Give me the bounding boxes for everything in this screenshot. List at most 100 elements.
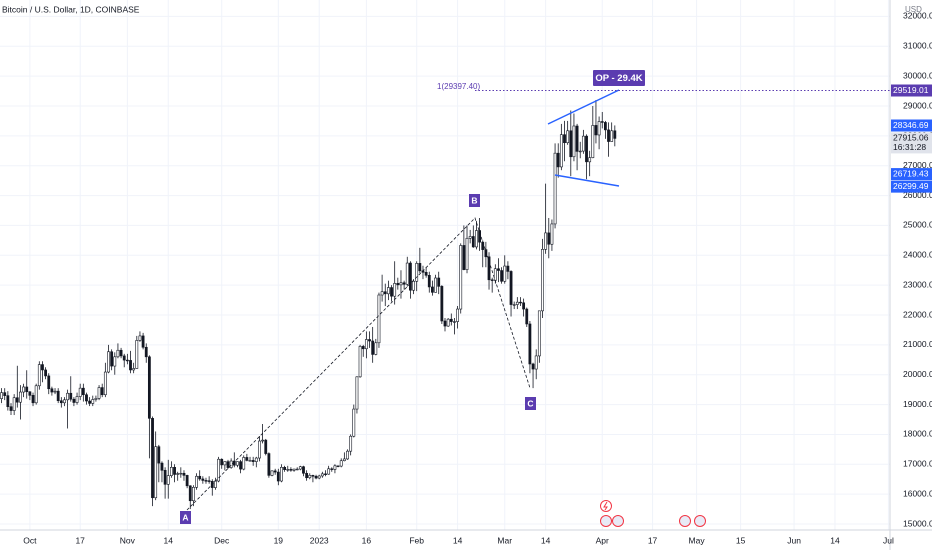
grid: [0, 0, 890, 530]
candle-body: [0, 392, 3, 399]
candle-body: [443, 320, 447, 327]
candle-body: [298, 466, 302, 470]
candle-body: [371, 340, 375, 355]
event-icon[interactable]: [679, 515, 691, 527]
x-tick-label: Apr: [596, 535, 609, 545]
candle-body: [424, 272, 428, 276]
candle-body: [342, 458, 346, 462]
price-badge: [891, 180, 932, 193]
level-label: 1(29397.40): [437, 82, 480, 91]
price-badge-label: 28346.69: [893, 120, 929, 130]
candle-body: [503, 265, 507, 282]
candle-body: [525, 308, 529, 325]
y-tick-label: 17000.00: [903, 459, 932, 469]
candle-body: [163, 469, 167, 485]
y-tick-label: 26000.00: [903, 190, 932, 200]
candle-body: [179, 472, 183, 475]
candle-body: [462, 245, 466, 270]
candle-body: [44, 369, 48, 377]
x-tick-label: 2023: [310, 535, 329, 545]
candle-body: [506, 265, 510, 272]
event-icon[interactable]: [600, 515, 612, 527]
candle-body: [484, 249, 488, 258]
candle-body: [220, 458, 224, 466]
candle-body: [449, 318, 453, 322]
candle-body: [251, 460, 255, 462]
y-tick-label: 25000.00: [903, 220, 932, 230]
candle-body: [409, 262, 412, 291]
candle-body: [41, 364, 44, 371]
candle-body: [531, 363, 535, 370]
price-badge-label: 26299.49: [893, 181, 929, 191]
y-tick-label: 19000.00: [903, 399, 932, 409]
candle-body: [522, 302, 526, 310]
y-tick-label: 27000.00: [903, 160, 932, 170]
candle-body: [386, 287, 390, 295]
x-tick-label: 19: [274, 535, 284, 545]
y-tick-label: 18000.00: [903, 429, 932, 439]
candle-body: [19, 391, 22, 403]
candle-body: [572, 125, 576, 158]
x-tick-label: Dec: [214, 535, 230, 545]
event-icon[interactable]: [612, 515, 624, 527]
x-tick-label: Jul: [883, 535, 894, 545]
price-badge: [891, 84, 932, 97]
candle-body: [563, 134, 566, 144]
candle-body: [515, 301, 519, 305]
candle-body: [151, 418, 154, 499]
candle-body: [226, 461, 230, 468]
candle-body: [28, 391, 32, 396]
candle-body: [493, 268, 497, 281]
candle-body: [528, 323, 532, 365]
y-tick-label: 32000.00: [903, 11, 932, 21]
candle-body: [276, 471, 280, 482]
wave-badge: [469, 194, 480, 207]
chart-title: Bitcoin / U.S. Dollar, 1D, COINBASE: [2, 4, 140, 14]
candle-body: [512, 304, 516, 306]
candle-body: [292, 468, 296, 471]
candle-body: [154, 446, 158, 499]
candle-body: [91, 399, 95, 404]
candle-body: [487, 256, 491, 281]
candle-body: [72, 398, 76, 403]
candle-body: [31, 395, 35, 404]
y-tick-label: 29000.00: [903, 100, 932, 110]
candle-body: [607, 129, 610, 142]
event-icon[interactable]: [600, 500, 612, 512]
candle-body: [295, 468, 299, 471]
candle-body: [585, 135, 588, 163]
candle-body: [37, 364, 41, 387]
candle-body: [459, 245, 463, 310]
candle-body: [107, 351, 110, 373]
target-label: OP - 29.4K: [595, 73, 642, 84]
candle-body: [594, 125, 598, 136]
price-badge: [891, 132, 932, 154]
candle-body: [547, 232, 551, 245]
candle-body: [364, 339, 368, 350]
candle-body: [368, 339, 371, 342]
wave-line: [186, 217, 531, 511]
candle-body: [415, 263, 419, 282]
x-tick-label: Nov: [120, 535, 136, 545]
candle-body: [471, 236, 475, 248]
event-icon-glyph: [603, 501, 608, 511]
candle-body: [66, 392, 70, 401]
candle-body: [223, 461, 227, 466]
x-tick-label: May: [689, 535, 706, 545]
candle-body: [305, 472, 309, 479]
candle-body: [544, 232, 548, 250]
candle-body: [201, 478, 205, 481]
candle-body: [556, 152, 560, 168]
candle-body: [176, 473, 180, 475]
candle-body: [78, 387, 82, 397]
wave-badge: [180, 511, 191, 524]
event-icon[interactable]: [694, 515, 706, 527]
candle-body: [349, 435, 353, 452]
candle-body: [12, 397, 16, 411]
candle-body: [600, 121, 604, 123]
candle-body: [355, 376, 359, 410]
candle-body: [138, 335, 142, 341]
candle-body: [380, 291, 384, 296]
candle-body: [336, 465, 340, 467]
